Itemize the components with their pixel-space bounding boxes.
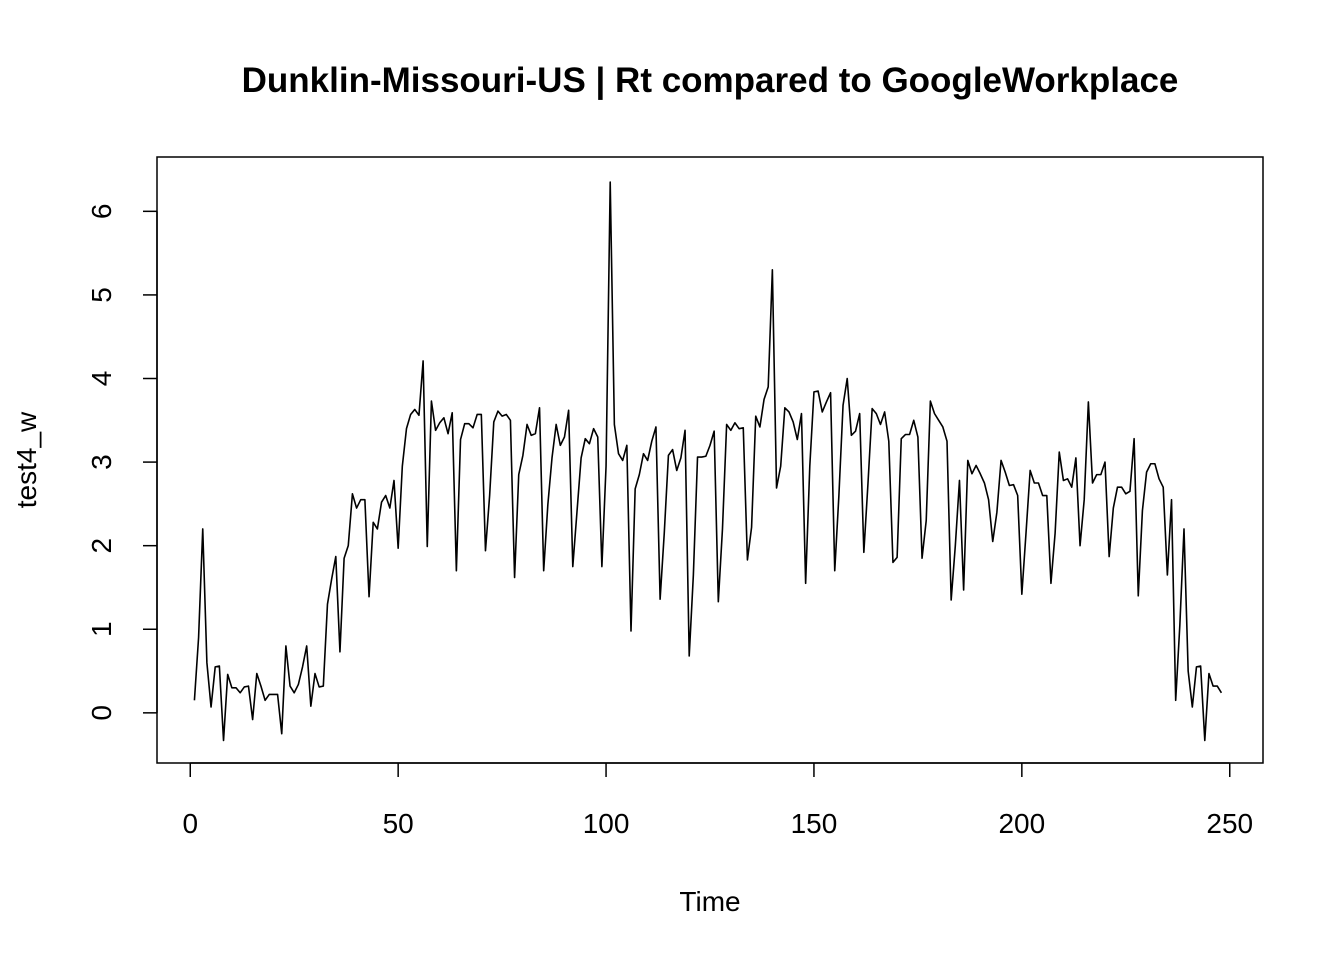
y-tick-label: 3 (86, 454, 117, 470)
x-tick-label: 50 (383, 808, 414, 839)
plot-frame (156, 156, 1264, 764)
y-tick-label: 2 (86, 538, 117, 554)
y-tick-label: 1 (86, 621, 117, 637)
x-tick-label: 150 (791, 808, 838, 839)
x-tick-label: 0 (182, 808, 198, 839)
x-axis-label: Time (679, 886, 740, 917)
y-axis-label: test4_w (11, 411, 42, 508)
y-axis: 0 1 2 3 4 5 6 (86, 204, 158, 721)
x-tick-label: 100 (583, 808, 630, 839)
y-tick-label: 5 (86, 287, 117, 303)
y-tick-label: 4 (86, 371, 117, 387)
x-axis: 0 50 100 150 200 250 (182, 762, 1253, 839)
x-tick-label: 200 (998, 808, 1045, 839)
series-line (193, 181, 1223, 742)
chart-title: Dunklin-Missouri-US | Rt compared to Goo… (242, 61, 1179, 100)
y-tick-label: 0 (86, 705, 117, 721)
x-tick-label: 250 (1206, 808, 1253, 839)
y-tick-label: 6 (86, 204, 117, 220)
